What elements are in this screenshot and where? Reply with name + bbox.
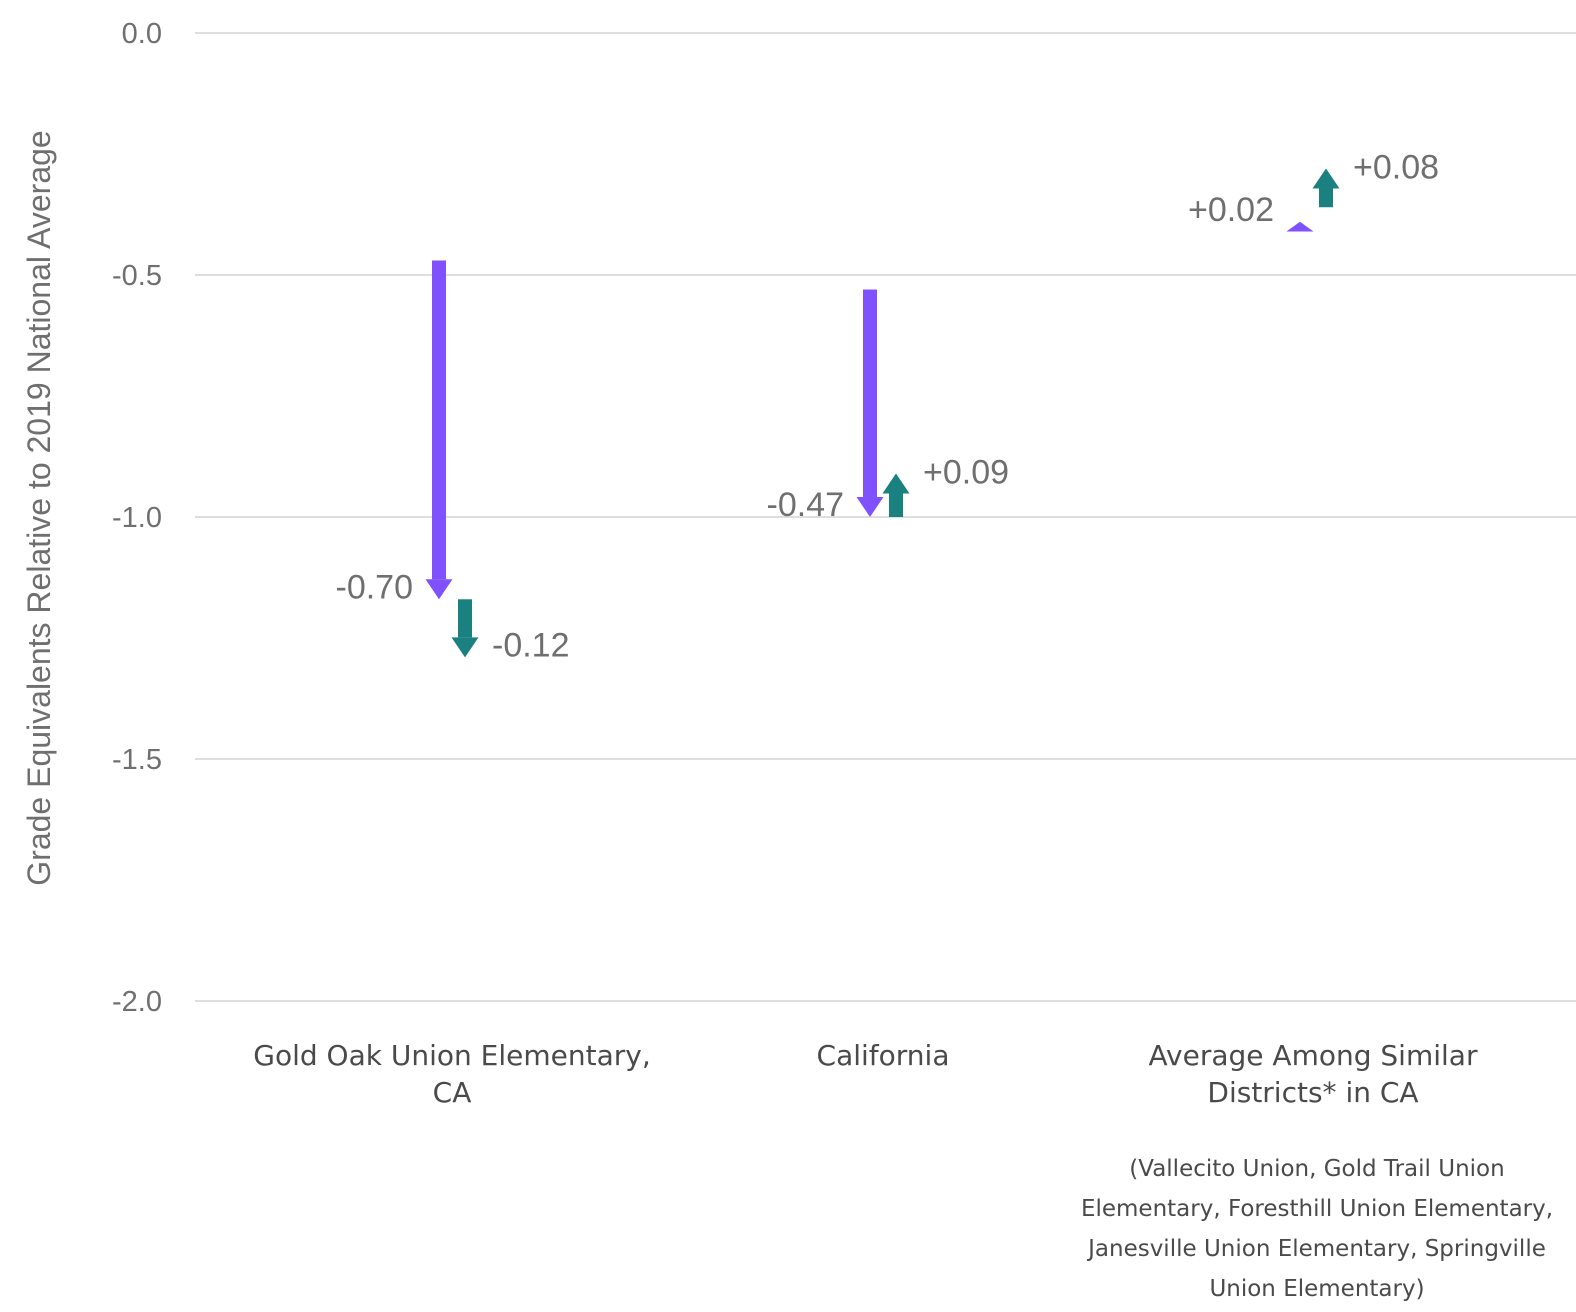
- y-tick-label: -0.5: [112, 260, 162, 292]
- y-tick-label: -2.0: [112, 986, 162, 1018]
- second-change-arrow-head: [1312, 168, 1340, 189]
- arrows: [425, 168, 1340, 658]
- second-change-label: +0.09: [923, 453, 1009, 491]
- first-change-label: -0.47: [767, 486, 845, 524]
- second-change-arrow-shaft: [889, 493, 903, 517]
- first-change-arrow-shaft: [863, 289, 877, 497]
- first-change-arrow: [1286, 221, 1314, 232]
- first-change-label: -0.70: [336, 568, 414, 606]
- category-label: CA: [433, 1076, 472, 1109]
- category-note: Janesville Union Elementary, Springville: [1086, 1236, 1546, 1262]
- category-note: (Vallecito Union, Gold Trail Union: [1129, 1156, 1504, 1182]
- category-note: Elementary, Foresthill Union Elementary,: [1081, 1196, 1553, 1222]
- first-change-label: +0.02: [1188, 191, 1274, 229]
- data-labels: -0.70 -0.12 -0.47 +0.09 +0.02 +0.08: [336, 149, 1440, 665]
- y-axis-title: Grade Equivalents Relative to 2019 Natio…: [21, 130, 57, 885]
- second-change-arrow-shaft: [458, 599, 472, 638]
- category-label: California: [817, 1039, 950, 1072]
- second-change-arrow-shaft: [1319, 188, 1333, 208]
- first-change-arrow-head: [1286, 221, 1314, 232]
- second-change-label: -0.12: [492, 626, 570, 664]
- gridlines: [195, 32, 1576, 1002]
- second-change-arrow: [1312, 168, 1340, 208]
- second-change-arrow-head: [451, 637, 479, 658]
- y-axis-ticks: 0.0 -0.5 -1.0 -1.5 -2.0: [112, 18, 162, 1018]
- category-label: Average Among Similar: [1149, 1039, 1478, 1072]
- second-change-label: +0.08: [1353, 149, 1439, 187]
- category-label: Gold Oak Union Elementary,: [253, 1039, 650, 1072]
- second-change-arrow: [451, 599, 479, 658]
- y-tick-label: -1.0: [112, 502, 162, 534]
- second-change-arrow: [882, 473, 910, 517]
- second-change-arrow-head: [882, 473, 910, 494]
- y-tick-label: -1.5: [112, 744, 162, 776]
- category-labels: Gold Oak Union Elementary, CA California Av…: [253, 1039, 1553, 1302]
- category-label: Districts* in CA: [1207, 1076, 1418, 1109]
- first-change-arrow-head: [425, 579, 453, 600]
- first-change-arrow-head: [856, 497, 884, 517]
- first-change-arrow: [425, 260, 453, 600]
- y-tick-label: 0.0: [122, 18, 162, 50]
- category-note: Union Elementary): [1209, 1276, 1424, 1302]
- first-change-arrow: [856, 289, 884, 517]
- first-change-arrow-shaft: [432, 260, 446, 580]
